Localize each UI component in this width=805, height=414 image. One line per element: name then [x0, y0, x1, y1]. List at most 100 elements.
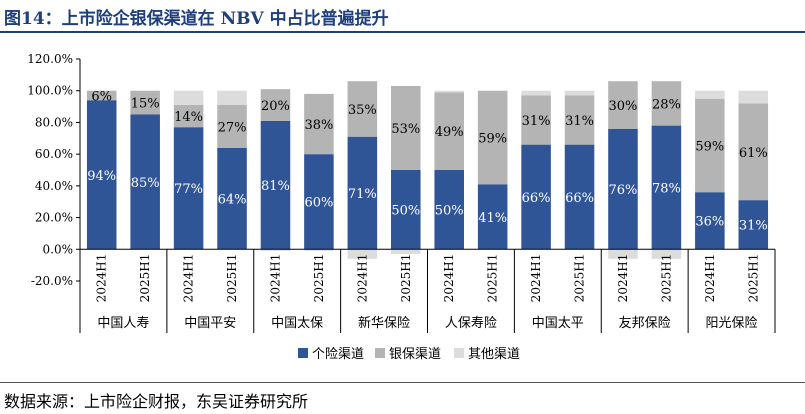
- bar-personal-channel: [347, 136, 378, 250]
- data-label-personal: 36%: [695, 215, 724, 230]
- legend-swatch: [454, 348, 464, 358]
- period-label: 2025H1: [486, 254, 500, 303]
- bar-bank-channel: [217, 104, 247, 148]
- period-label: 2025H1: [225, 254, 239, 303]
- company-label: 新华保险: [358, 315, 410, 331]
- period-label: 2024H1: [182, 254, 196, 303]
- bar-personal-channel: [130, 114, 160, 250]
- data-label-personal: 78%: [652, 181, 681, 196]
- period-label: 2024H1: [442, 254, 456, 303]
- bar-bank-channel: [260, 89, 291, 121]
- period-label: 2025H1: [312, 254, 326, 303]
- data-label-bank: 49%: [435, 125, 464, 140]
- bar-other-channel: [564, 90, 595, 96]
- bar-bank-channel: [521, 95, 551, 145]
- data-label-personal: 81%: [261, 179, 290, 194]
- legend-label: 个险渠道: [312, 347, 364, 362]
- bar-personal-channel: [695, 192, 725, 250]
- bar-personal-channel: [391, 170, 421, 250]
- y-tick-label: -20.0%: [31, 274, 73, 288]
- figure-title: 图14：上市险企银保渠道在 NBV 中占比普遍提升: [4, 9, 389, 29]
- period-label: 2025H1: [138, 254, 152, 303]
- data-label-personal: 66%: [522, 191, 551, 206]
- data-label-bank: 31%: [565, 114, 594, 129]
- bar-personal-channel: [260, 120, 291, 250]
- title-divider: [0, 31, 805, 33]
- data-label-bank: 61%: [739, 146, 768, 161]
- bar-bank-channel: [173, 104, 204, 128]
- period-label: 2025H1: [659, 254, 673, 303]
- y-tick-label: 40.0%: [35, 179, 73, 193]
- legend-swatch: [298, 348, 308, 358]
- bar-bank-channel: [738, 103, 769, 201]
- data-label-bank: 53%: [391, 122, 420, 137]
- company-label: 阳光保险: [706, 316, 758, 331]
- legend: 个险渠道 银保渠道 其他渠道: [298, 347, 520, 362]
- bar-bank-channel: [86, 90, 117, 101]
- data-label-bank: 20%: [261, 99, 290, 114]
- bar-personal-channel: [86, 100, 117, 250]
- bar-personal-channel: [521, 144, 551, 250]
- y-tick-label: 20.0%: [35, 211, 73, 225]
- bar-personal-channel: [217, 147, 247, 250]
- period-label: 2024H1: [616, 254, 630, 303]
- data-label-bank: 30%: [609, 99, 638, 114]
- bar-personal-channel: [434, 170, 464, 250]
- stacked-bar-chart: -20.0% 0.0% 20.0% 40.0% 60.0% 80.0% 100.0% 120.…: [27, 52, 776, 362]
- data-label-bank: 38%: [304, 118, 333, 133]
- bar-other-channel: [391, 249, 421, 255]
- period-label: 2024H1: [95, 254, 109, 303]
- bar-bank-channel: [391, 85, 421, 170]
- bar-bank-channel: [130, 90, 160, 115]
- legend-label: 银保渠道: [389, 347, 441, 362]
- bar-bank-channel: [304, 93, 334, 155]
- data-label-bank: 59%: [478, 131, 507, 146]
- data-label-personal: 50%: [435, 204, 464, 219]
- period-label: 2025H1: [746, 254, 760, 303]
- period-label: 2024H1: [355, 254, 369, 303]
- bar-bank-channel: [564, 95, 595, 145]
- data-label-personal: 77%: [174, 182, 203, 197]
- source-divider: [0, 382, 805, 383]
- company-label: 友邦保险: [619, 315, 671, 331]
- bar-other-channel: [304, 249, 334, 251]
- data-label-personal: 94%: [87, 169, 116, 184]
- data-source-note: 数据来源：上市险企财报，东吴证券研究所: [4, 392, 309, 411]
- data-label-personal: 31%: [739, 219, 768, 234]
- data-label-bank: 28%: [652, 97, 681, 112]
- company-label: 中国人寿: [97, 316, 149, 331]
- period-label: 2024H1: [268, 254, 282, 303]
- bar-other-channel: [521, 90, 551, 96]
- data-label-bank: 35%: [348, 103, 377, 118]
- bar-personal-channel: [738, 200, 769, 250]
- data-label-personal: 41%: [478, 211, 507, 226]
- bar-area: 94% 6% 85% 15% 77% 14% 64% 27% 81% 20% 60% 38% 71% 35…: [80, 81, 775, 259]
- bar-personal-channel: [651, 125, 682, 250]
- bar-other-channel: [608, 249, 638, 259]
- y-axis: -20.0% 0.0% 20.0% 40.0% 60.0% 80.0% 100.0% 120.…: [27, 52, 81, 288]
- company-label: 中国平安: [184, 316, 236, 331]
- data-label-bank: 59%: [695, 139, 724, 154]
- y-tick-label: 100.0%: [27, 84, 73, 98]
- period-label: 2025H1: [573, 254, 587, 303]
- period-label: 2025H1: [399, 254, 413, 303]
- legend-swatch: [375, 348, 385, 358]
- data-label-bank: 15%: [131, 97, 160, 112]
- bar-other-channel: [434, 90, 464, 93]
- data-label-bank: 27%: [218, 120, 247, 135]
- bar-other-channel: [217, 90, 247, 105]
- data-label-personal: 64%: [218, 193, 247, 208]
- data-label-bank: 31%: [522, 114, 551, 129]
- data-label-personal: 71%: [348, 187, 377, 202]
- y-tick-label: 60.0%: [35, 147, 73, 161]
- bar-other-channel: [695, 90, 725, 99]
- data-label-bank: 14%: [174, 110, 203, 125]
- bar-bank-channel: [608, 81, 638, 129]
- company-label: 人保寿险: [445, 316, 497, 331]
- legend-label: 其他渠道: [468, 347, 520, 362]
- y-tick-label: 120.0%: [27, 52, 73, 66]
- bar-personal-channel: [564, 144, 595, 250]
- data-label-personal: 50%: [391, 204, 420, 219]
- data-label-personal: 60%: [304, 196, 333, 211]
- data-label-personal: 66%: [565, 191, 594, 206]
